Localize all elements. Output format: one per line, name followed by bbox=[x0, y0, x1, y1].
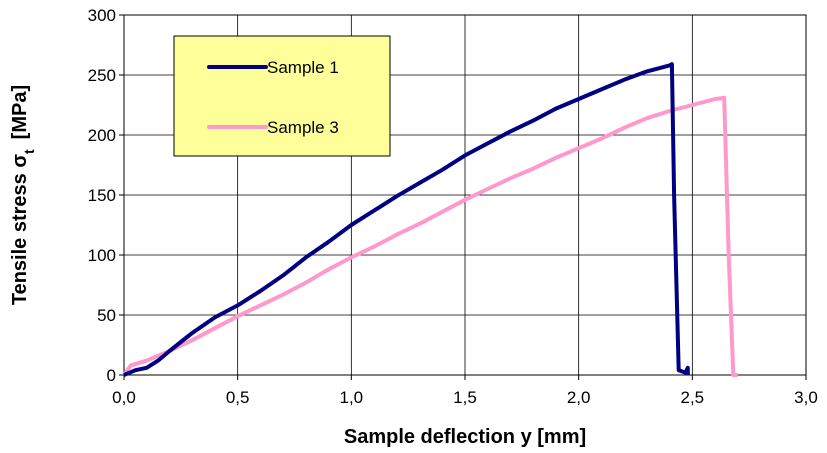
series-line-sample-1 bbox=[123, 62, 690, 377]
plot-area-frame bbox=[123, 14, 807, 376]
y-tick-label: 250 bbox=[88, 66, 116, 85]
y-axis-title: Tensile stress σt [MPa] bbox=[9, 85, 37, 305]
x-tick-label: 2,5 bbox=[681, 388, 705, 407]
series-layer bbox=[122, 62, 738, 377]
legend: Sample 1 Sample 3 bbox=[173, 35, 391, 157]
x-tick-label: 0,5 bbox=[226, 388, 250, 407]
legend-label-sample-1: Sample 1 bbox=[267, 58, 339, 77]
y-tick-label: 300 bbox=[88, 6, 116, 25]
y-axis-title-unit: [MPa] bbox=[9, 85, 31, 139]
x-tick-label: 0,0 bbox=[112, 388, 136, 407]
y-tick-label: 150 bbox=[88, 186, 116, 205]
y-tick-label: 0 bbox=[107, 366, 116, 385]
series-line-sample-3 bbox=[122, 95, 738, 377]
x-tick-label: 1,0 bbox=[340, 388, 364, 407]
x-axis-title: Sample deflection y [mm] bbox=[344, 426, 586, 448]
x-tick-label: 1,5 bbox=[453, 388, 477, 407]
legend-label-sample-3: Sample 3 bbox=[267, 118, 339, 137]
x-tick-label: 2,0 bbox=[567, 388, 591, 407]
y-axis-title-main: Tensile stress σ bbox=[9, 154, 31, 305]
y-axis-title-subscript: t bbox=[21, 149, 37, 154]
x-tick-label: 3,0 bbox=[794, 388, 818, 407]
y-tick-label: 200 bbox=[88, 126, 116, 145]
y-tick-label: 50 bbox=[97, 306, 116, 325]
y-tick-label: 100 bbox=[88, 246, 116, 265]
tick-labels: 0 50 100 150 200 250 300 0,0 0,5 1,0 1,5 2,0 2,5 3,0 bbox=[88, 6, 818, 407]
legend-box bbox=[173, 35, 391, 157]
